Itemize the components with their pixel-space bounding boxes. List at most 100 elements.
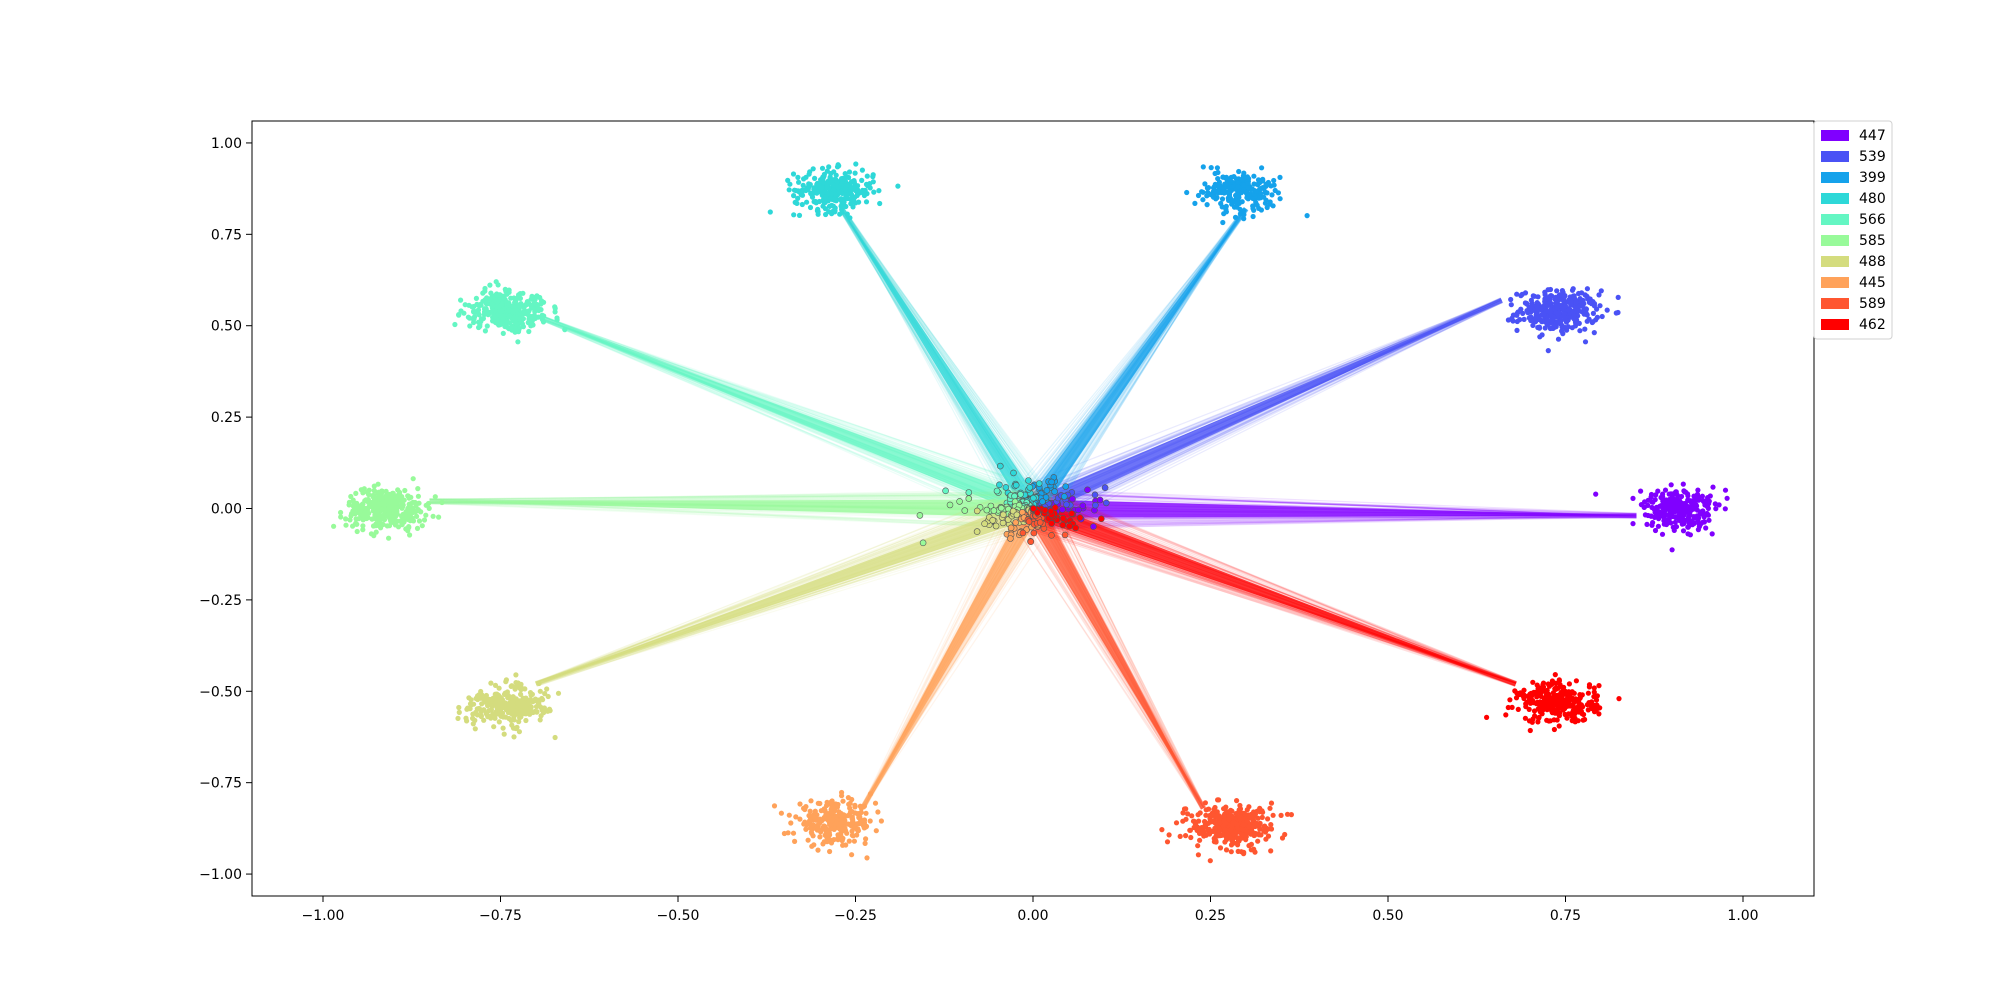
series-589-point — [1243, 834, 1249, 840]
series-447-point — [1682, 500, 1688, 507]
series-585-point — [389, 518, 395, 524]
series-539-point — [1573, 299, 1579, 305]
series-539-point — [1597, 303, 1603, 309]
series-566-point — [507, 320, 513, 326]
series-589-point — [1229, 822, 1235, 828]
series-566-ray — [543, 316, 1046, 492]
series-539-point — [1514, 311, 1520, 317]
series-447-point — [1663, 521, 1670, 528]
series-589-point — [1268, 848, 1274, 854]
series-566-point — [492, 297, 498, 303]
series-480-point — [832, 196, 838, 202]
series-445-point — [831, 826, 837, 833]
series-539-point — [1553, 294, 1559, 300]
series-488-ray — [535, 488, 1029, 686]
series-447-ray — [1012, 491, 1637, 517]
series-399-rays — [1013, 207, 1249, 528]
series-447-point — [1709, 531, 1715, 537]
series-589-point — [1196, 818, 1202, 824]
series-480-point — [796, 212, 803, 218]
series-447-point — [1668, 482, 1674, 488]
series-462-ray — [1034, 495, 1516, 685]
series-462-wedge — [1029, 500, 1516, 684]
series-488-point — [481, 717, 487, 723]
series-480-point — [844, 211, 850, 217]
series-445-point — [858, 817, 864, 823]
series-462-point — [1555, 702, 1561, 708]
series-539-point — [1559, 288, 1565, 294]
series-445-point — [807, 808, 813, 814]
series-399-point — [1253, 188, 1259, 194]
series-399-point — [1231, 174, 1237, 180]
series-585-point — [415, 493, 421, 499]
series-589-point — [1284, 811, 1291, 817]
series-539-point — [1547, 300, 1553, 306]
series-462-center-point — [1066, 522, 1073, 530]
series-539-point — [1542, 325, 1548, 331]
series-539-point — [1613, 310, 1619, 316]
series-488-point — [518, 691, 524, 698]
series-585-point — [410, 476, 416, 482]
series-447-point — [1668, 520, 1674, 526]
series-539-ray — [1050, 300, 1503, 526]
series-566-ray — [543, 316, 1020, 527]
series-445-point — [840, 798, 846, 804]
series-488-point — [522, 686, 528, 692]
series-480-ray — [842, 207, 1036, 494]
legend: 447 539 399 480 566 585 488 445 589 462 — [1813, 120, 1893, 340]
series-480-point — [812, 175, 818, 181]
series-539-point — [1571, 293, 1577, 299]
series-589-center-point — [1027, 538, 1035, 546]
series-589-ray — [1013, 524, 1204, 809]
series-462-ray — [1040, 498, 1517, 684]
series-589-point — [1217, 845, 1224, 851]
series-539-point — [1599, 313, 1605, 320]
series-589-center-point — [1036, 519, 1044, 526]
series-462-point — [1505, 704, 1511, 711]
series-462-ray — [1033, 524, 1517, 685]
series-480-ray — [842, 207, 1016, 525]
series-399-point — [1212, 170, 1218, 177]
series-539-point — [1505, 317, 1511, 323]
series-447-center-point — [1075, 506, 1082, 514]
series-462-ray — [1026, 526, 1516, 687]
series-462-point — [1553, 680, 1559, 686]
series-462-point — [1557, 696, 1563, 703]
series-399-point — [1245, 181, 1251, 187]
series-585-point — [366, 510, 372, 516]
series-585-point — [409, 515, 415, 521]
series-399-point — [1220, 189, 1226, 195]
series-480-point — [850, 204, 856, 210]
legend-label: 566 — [1859, 212, 1886, 228]
series-445-point — [809, 822, 816, 828]
series-488-ray — [535, 494, 1031, 683]
series-447-ray — [1037, 492, 1637, 517]
series-447-point — [1651, 506, 1657, 512]
series-399-point — [1241, 216, 1247, 222]
series-566-point — [539, 312, 545, 318]
series-585-point — [386, 523, 393, 529]
series-447-point — [1691, 493, 1697, 499]
series-445-point — [792, 838, 798, 845]
series-589-point — [1212, 826, 1218, 833]
series-445-point — [878, 818, 885, 824]
series-445-ray — [863, 506, 1046, 810]
series-447-point — [1662, 500, 1668, 507]
series-462-ray — [1029, 494, 1517, 684]
legend-swatch — [1821, 298, 1849, 309]
series-447-point — [1655, 488, 1661, 494]
series-539-ray — [1042, 301, 1503, 524]
series-539-point — [1530, 302, 1536, 308]
x-tick-label: −0.75 — [479, 908, 522, 924]
series-480-ray — [840, 208, 1053, 499]
series-585-point — [419, 523, 425, 529]
series-566-ray — [543, 316, 1014, 527]
series-399-point — [1251, 181, 1257, 187]
series-399-point — [1184, 189, 1190, 196]
series-488-point — [516, 729, 523, 735]
series-399-ray — [1046, 208, 1248, 516]
series-488-point — [500, 714, 506, 720]
series-566-center-point — [1011, 492, 1018, 500]
series-589-point — [1222, 827, 1228, 833]
series-399-point — [1244, 174, 1250, 180]
